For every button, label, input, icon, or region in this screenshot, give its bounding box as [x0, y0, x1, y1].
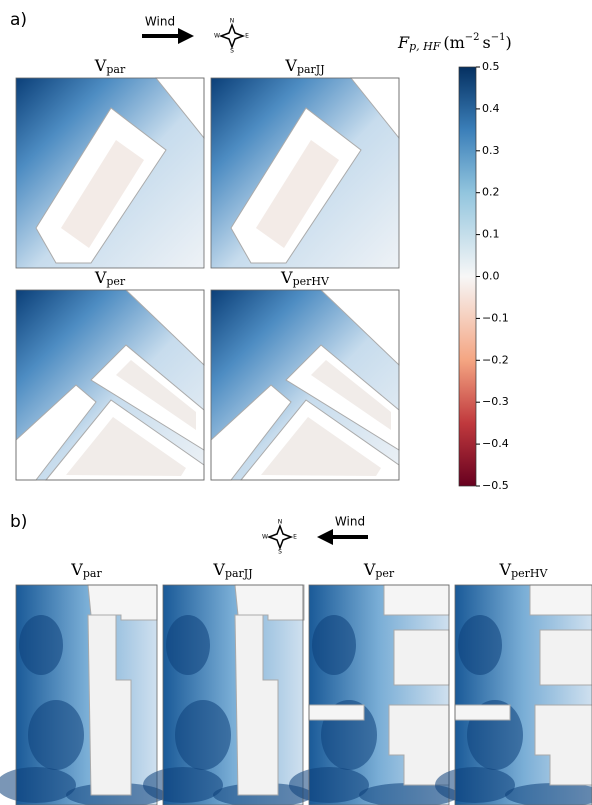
colorbar-tick-label: −0.3 — [482, 395, 509, 408]
flow-patch — [359, 783, 459, 805]
subplot-title: VparJJ — [284, 56, 324, 77]
building-interior — [66, 417, 186, 476]
heatmap-frame — [15, 77, 205, 269]
subplot-title: Vper — [363, 560, 395, 581]
compass-letter: S — [278, 549, 282, 556]
flow-patch — [19, 615, 63, 675]
building-interior — [116, 360, 196, 430]
colorbar-label: Fp, HF (m−2 s−1) — [397, 32, 512, 54]
flow-patch — [28, 700, 84, 770]
colorbar-tick-label: 0.0 — [482, 270, 500, 283]
building-interior — [311, 360, 391, 430]
flow-patch — [175, 700, 231, 770]
colorbar-tick-label: 0.2 — [482, 186, 500, 199]
wind-label: Wind — [335, 515, 365, 529]
flow-patch — [458, 615, 502, 675]
building-interior — [261, 417, 381, 476]
subplot-title: Vper — [94, 268, 126, 289]
subplot-title: Vpar — [94, 56, 126, 77]
compass — [218, 22, 246, 50]
heatmap-frame — [454, 584, 592, 805]
heatmap — [289, 584, 459, 805]
heatmap-frame — [210, 289, 400, 481]
subplot-title: VparJJ — [212, 560, 252, 581]
building — [87, 614, 132, 796]
building — [529, 584, 592, 616]
colorbar-tick-label: 0.3 — [482, 144, 500, 157]
heatmap-frame — [15, 289, 205, 481]
building — [534, 704, 592, 786]
compass-letter: W — [214, 33, 220, 40]
colorbar-tick-label: 0.4 — [482, 102, 500, 115]
building — [539, 629, 592, 686]
building — [234, 614, 279, 796]
panel-a: a) Wind — [10, 10, 194, 44]
heatmap — [210, 77, 400, 269]
colorbar-tick-label: −0.4 — [482, 437, 509, 450]
building-interior — [256, 140, 339, 248]
heatmap — [15, 77, 205, 269]
compass-letter: E — [245, 33, 249, 40]
flow-patch — [312, 615, 356, 675]
compass-letter: N — [278, 519, 283, 526]
flow-patch — [166, 615, 210, 675]
flow-patch — [143, 767, 223, 803]
compass-letter: N — [230, 18, 235, 25]
heatmap-frame — [210, 77, 400, 269]
building — [383, 584, 450, 616]
flow-patch — [0, 767, 76, 803]
building-interior — [61, 140, 144, 248]
panel-label: b) — [10, 512, 27, 532]
building — [454, 704, 511, 721]
heatmap — [0, 584, 166, 805]
subplot-title: VperHV — [499, 560, 549, 581]
compass-letter: S — [230, 48, 234, 55]
panel-label: a) — [10, 10, 27, 30]
colorbar-tick-label: 0.1 — [482, 228, 500, 241]
heatmap — [143, 584, 313, 805]
heatmap — [435, 584, 592, 805]
colorbar-tick-label: −0.2 — [482, 353, 509, 366]
colorbar-tick-label: 0.5 — [482, 60, 500, 73]
heatmap — [15, 289, 205, 481]
compass-letter: E — [293, 534, 297, 541]
flow-patch — [435, 767, 515, 803]
wind-arrow-head — [178, 28, 194, 44]
flow-patch — [505, 783, 592, 805]
compass-letter: W — [262, 534, 268, 541]
subplot-title: VperHV — [280, 268, 330, 289]
colorbar — [458, 66, 477, 487]
heatmap — [210, 289, 400, 481]
flow-patch — [289, 767, 369, 803]
building — [393, 629, 450, 686]
subplot-title: Vpar — [70, 560, 102, 581]
heatmap-frame — [308, 584, 450, 805]
panel-b: b) Wind — [10, 512, 368, 545]
colorbar-tick-label: −0.1 — [482, 311, 509, 324]
building — [308, 704, 365, 721]
wind-arrow-head — [317, 529, 333, 545]
colorbar-tick-label: −0.5 — [482, 479, 509, 492]
compass — [266, 523, 294, 551]
heatmap-frame — [15, 584, 158, 805]
heatmap-frame — [162, 584, 304, 805]
wind-label: Wind — [145, 15, 175, 29]
